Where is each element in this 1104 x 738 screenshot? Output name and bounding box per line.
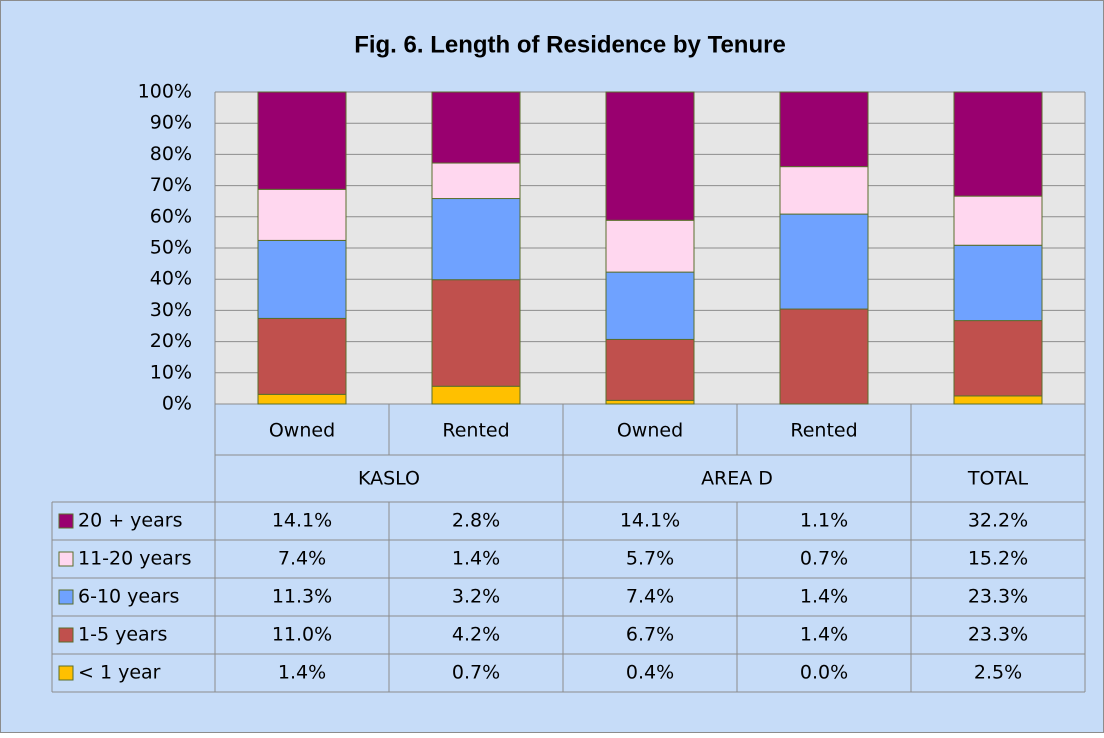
bar-segment	[431, 385, 521, 405]
table-value: 2.8%	[452, 510, 500, 532]
table-value: 0.7%	[452, 662, 500, 684]
chart-title: Fig. 6. Length of Residence by Tenure	[354, 31, 786, 58]
bar-segment	[257, 239, 347, 319]
bar-segment	[953, 91, 1043, 197]
table-value: 14.1%	[620, 510, 680, 532]
bar-segment	[257, 91, 347, 190]
table-value: 23.3%	[968, 624, 1028, 646]
table-value: 5.7%	[626, 548, 674, 570]
bar-segment	[605, 219, 695, 273]
table-value: 4.2%	[452, 624, 500, 646]
legend-swatch	[58, 589, 74, 605]
legend-swatch	[58, 627, 74, 643]
bar-segment	[779, 213, 869, 310]
x-tick-label: Rented	[442, 420, 509, 442]
table-value: 1.4%	[800, 624, 848, 646]
y-tick-label: 0%	[162, 393, 192, 415]
bar-segment	[779, 308, 869, 405]
y-tick-label: 60%	[150, 205, 192, 227]
legend-label: 6-10 years	[78, 586, 179, 608]
x-tick-label: Owned	[617, 420, 683, 442]
table-value: 0.0%	[800, 662, 848, 684]
table-value: 0.7%	[800, 548, 848, 570]
bar-segment	[431, 279, 521, 387]
x-tick-label: Rented	[790, 420, 857, 442]
bar-segment	[953, 395, 1043, 405]
table-value: 3.2%	[452, 586, 500, 608]
table-value: 0.4%	[626, 662, 674, 684]
bar-segment	[257, 393, 347, 405]
legend-label: < 1 year	[78, 662, 161, 684]
table-value: 14.1%	[272, 510, 332, 532]
bar-segment	[953, 195, 1043, 246]
table-value: 11.0%	[272, 624, 332, 646]
y-tick-label: 20%	[150, 330, 192, 352]
bar-segment	[605, 399, 695, 405]
legend-swatch	[58, 665, 74, 681]
y-tick-label: 80%	[150, 143, 192, 165]
y-tick-label: 30%	[150, 299, 192, 321]
bar-segment	[431, 198, 521, 281]
table-value: 11.3%	[272, 586, 332, 608]
table-value: 1.4%	[452, 548, 500, 570]
legend-swatch	[58, 551, 74, 567]
y-tick-label: 100%	[138, 81, 192, 103]
bar-segment	[431, 91, 521, 164]
table-value: 7.4%	[626, 586, 674, 608]
y-tick-label: 90%	[150, 112, 192, 134]
y-tick-label: 70%	[150, 174, 192, 196]
table-value: 1.1%	[800, 510, 848, 532]
bar-segment	[431, 162, 521, 200]
bar-segment	[605, 338, 695, 401]
table-value: 1.4%	[278, 662, 326, 684]
bar-segment	[779, 166, 869, 215]
bar-segment	[257, 188, 347, 241]
group-label: AREA D	[701, 468, 773, 490]
y-tick-label: 50%	[150, 237, 192, 259]
x-tick-label: Owned	[269, 420, 335, 442]
bar-segment	[779, 91, 869, 168]
bar-segment	[605, 271, 695, 340]
table-value: 23.3%	[968, 586, 1028, 608]
table-value: 7.4%	[278, 548, 326, 570]
table-value: 2.5%	[974, 662, 1022, 684]
y-tick-label: 10%	[150, 361, 192, 383]
bar-segment	[605, 91, 695, 221]
group-label: TOTAL	[967, 468, 1029, 490]
table-value: 32.2%	[968, 510, 1028, 532]
bar-segment	[257, 317, 347, 395]
group-label: KASLO	[358, 468, 420, 490]
legend-swatch	[58, 513, 74, 529]
y-tick-label: 40%	[150, 268, 192, 290]
table-value: 15.2%	[968, 548, 1028, 570]
legend-label: 1-5 years	[78, 624, 167, 646]
legend-label: 11-20 years	[78, 548, 192, 570]
bar-segment	[953, 244, 1043, 322]
bar-segment	[953, 320, 1043, 397]
legend-label: 20 + years	[78, 510, 182, 532]
table-value: 1.4%	[800, 586, 848, 608]
table-value: 6.7%	[626, 624, 674, 646]
